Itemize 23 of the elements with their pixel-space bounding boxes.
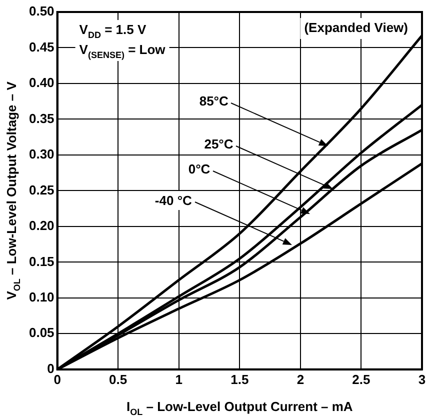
y-tick-label: 0 (47, 360, 54, 376)
y-tick-label: 0.10 (28, 290, 54, 304)
y-tick-label: 0.50 (28, 4, 54, 19)
annotation: 0°C (188, 162, 211, 177)
y-tick-label: 0.45 (28, 39, 54, 54)
x-tick-label: 0.5 (109, 372, 128, 387)
y-tick-label: 0.40 (28, 75, 54, 90)
x-tick-label: 2.5 (352, 372, 370, 387)
y-tick-label: 0.30 (28, 146, 54, 162)
annotation: -40 °C (154, 193, 193, 208)
x-tick-label: 1.5 (230, 372, 249, 387)
y-tick-label: 0.35 (28, 110, 54, 126)
annotation: 85°C (199, 94, 230, 109)
y-tick-label: 0.05 (28, 325, 54, 340)
y-axis-title: VOL – Low-Level Output Voltage – V (4, 81, 22, 300)
y-tick-label: 0.25 (28, 182, 54, 198)
annotation: 25°C (204, 136, 234, 152)
annotation: (Expanded View) (304, 20, 408, 35)
y-tick-label: 0.20 (28, 218, 54, 234)
y-tick-label: 0.15 (28, 254, 54, 269)
x-tick-label: 3 (418, 372, 426, 387)
x-tick-label: 1 (175, 372, 182, 387)
x-tick-label: 2 (296, 372, 304, 387)
